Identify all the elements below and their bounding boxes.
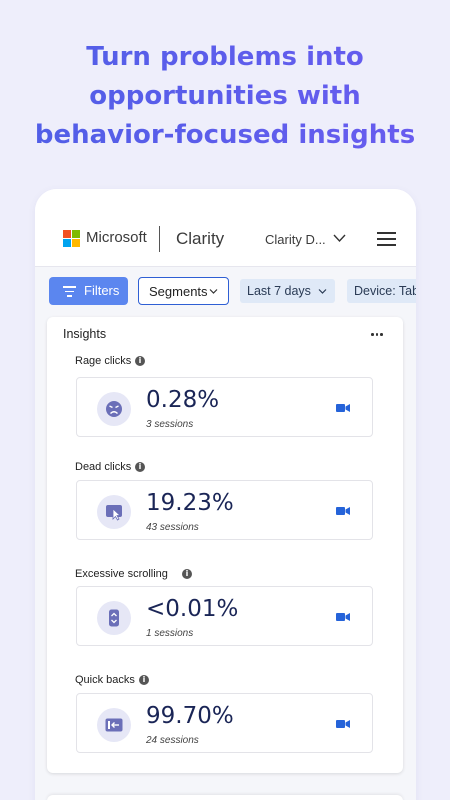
video-camera-icon[interactable] xyxy=(336,719,350,729)
video-camera-icon[interactable] xyxy=(336,612,350,622)
more-options-icon[interactable] xyxy=(371,333,383,336)
rage-clicks-card[interactable]: 0.28% 3 sessions xyxy=(76,377,373,437)
date-range-label: Last 7 days xyxy=(247,284,311,298)
rage-clicks-sessions: 3 sessions xyxy=(146,419,194,430)
hamburger-menu-icon[interactable] xyxy=(377,232,397,247)
next-card xyxy=(47,795,403,800)
info-icon[interactable]: i xyxy=(182,569,192,579)
date-range-chip[interactable]: Last 7 days xyxy=(240,279,335,303)
top-bar: Microsoft Clarity Clarity D... xyxy=(35,189,416,267)
brand-name: Microsoft xyxy=(86,229,147,246)
product-name: Clarity xyxy=(176,229,225,248)
filters-label: Filters xyxy=(84,283,120,298)
info-icon[interactable]: i xyxy=(135,356,145,366)
headline-line-3: behavior-focused insights xyxy=(34,120,416,150)
dead-clicks-card[interactable]: 19.23% 43 sessions xyxy=(76,480,373,540)
info-icon[interactable]: i xyxy=(135,462,145,472)
dead-clicks-sessions: 43 sessions xyxy=(146,522,199,533)
chevron-down-icon xyxy=(318,289,327,294)
headline-line-2: opportunities with xyxy=(89,81,361,111)
quick-backs-card[interactable]: 99.70% 24 sessions xyxy=(76,693,373,753)
quick-backs-value: 99.70% xyxy=(146,703,234,729)
app-screen: Microsoft Clarity Clarity D... Filters S… xyxy=(35,189,416,800)
excessive-scrolling-sessions: 1 sessions xyxy=(146,628,194,639)
info-icon[interactable]: i xyxy=(139,675,149,685)
brand-divider xyxy=(159,226,160,252)
filter-bar: Filters Segments Last 7 days Device: Tab xyxy=(35,267,416,317)
chevron-down-icon xyxy=(209,289,218,294)
quick-backs-sessions: 24 sessions xyxy=(146,735,199,746)
quick-backs-label: Quick backs xyxy=(75,674,135,686)
insights-card: Insights Rage clicks i 0.28% 3 sessions xyxy=(47,317,403,773)
insights-title: Insights xyxy=(63,327,107,341)
device-chip[interactable]: Device: Tab xyxy=(347,279,416,303)
video-camera-icon[interactable] xyxy=(336,403,350,413)
dead-clicks-label: Dead clicks xyxy=(75,461,132,473)
content-area: Insights Rage clicks i 0.28% 3 sessions xyxy=(35,317,416,800)
filters-button[interactable]: Filters xyxy=(49,277,128,305)
chevron-down-icon[interactable] xyxy=(333,233,346,243)
scroll-icon xyxy=(97,601,131,635)
segments-label: Segments xyxy=(149,284,208,299)
device-label: Device: Tab xyxy=(354,284,416,298)
rage-clicks-value: 0.28% xyxy=(146,387,220,413)
dead-click-cursor-icon xyxy=(97,495,131,529)
microsoft-logo-icon xyxy=(63,230,81,248)
back-arrow-icon xyxy=(97,708,131,742)
video-camera-icon[interactable] xyxy=(336,506,350,516)
rage-clicks-label: Rage clicks xyxy=(75,355,132,367)
excessive-scrolling-label: Excessive scrolling xyxy=(75,568,168,580)
excessive-scrolling-value: <0.01% xyxy=(146,596,239,622)
angry-face-icon xyxy=(97,392,131,426)
excessive-scrolling-card[interactable]: <0.01% 1 sessions xyxy=(76,586,373,646)
dead-clicks-value: 19.23% xyxy=(146,490,234,516)
headline: Turn problems into opportunities with be… xyxy=(0,38,450,155)
filter-icon xyxy=(63,286,76,297)
project-selector[interactable]: Clarity D... xyxy=(265,232,326,247)
segments-button[interactable]: Segments xyxy=(138,277,229,305)
headline-line-1: Turn problems into xyxy=(86,42,364,72)
